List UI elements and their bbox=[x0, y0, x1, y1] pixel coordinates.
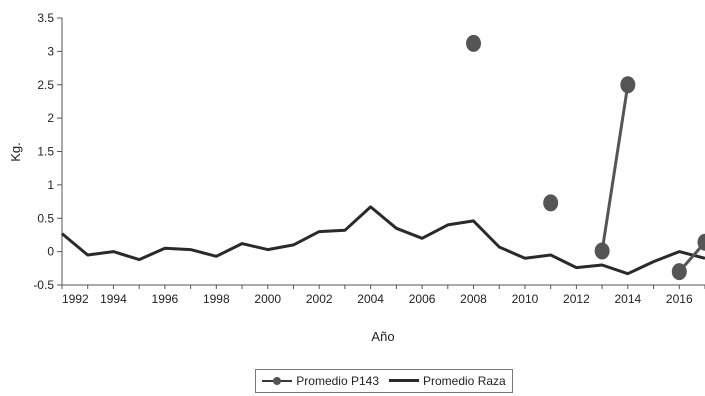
y-tick-label: 0 bbox=[47, 245, 54, 259]
legend-swatch-line bbox=[389, 376, 419, 386]
y-tick-label: 1.5 bbox=[37, 145, 54, 159]
y-tick-labels: 3.5 3 2.5 2 1.5 1 0.5 0 -0.5 bbox=[33, 11, 54, 292]
x-tick-label: 1996 bbox=[152, 292, 179, 306]
legend: Promedio P143 Promedio Raza bbox=[255, 369, 513, 393]
legend-label-p143: Promedio P143 bbox=[296, 374, 379, 388]
data-point-promedio-p143 bbox=[543, 194, 559, 212]
x-tick-label: 2002 bbox=[306, 292, 333, 306]
x-tick-label: 2012 bbox=[563, 292, 590, 306]
legend-entry-p143: Promedio P143 bbox=[262, 374, 379, 388]
data-point-promedio-p143 bbox=[620, 76, 636, 94]
x-tick-label: 2006 bbox=[409, 292, 436, 306]
y-axis-title: Kg. bbox=[8, 142, 23, 162]
legend-swatch-line-marker bbox=[262, 376, 293, 386]
x-tick-label: 1992 bbox=[62, 292, 89, 306]
series-layer bbox=[61, 34, 705, 281]
x-tick-label: 2004 bbox=[357, 292, 384, 306]
data-point-promedio-p143 bbox=[697, 233, 705, 251]
x-tick-labels: 1992 1994 1996 1998 2000 2002 2004 2006 2008 2010… bbox=[62, 292, 693, 306]
x-tick-label: 2010 bbox=[512, 292, 539, 306]
legend-entry-raza: Promedio Raza bbox=[389, 374, 506, 388]
y-tick-label: 2 bbox=[47, 111, 54, 125]
data-point-promedio-p143 bbox=[671, 263, 687, 281]
x-tick-label: 2000 bbox=[254, 292, 281, 306]
y-tick-label: 2.5 bbox=[37, 78, 54, 92]
series-line-promedio-raza bbox=[61, 205, 705, 276]
series-line-promedio-p143 bbox=[600, 84, 630, 252]
data-point-promedio-p143 bbox=[594, 242, 610, 260]
x-tick-label: 2008 bbox=[460, 292, 487, 306]
x-axis-title: Año bbox=[371, 329, 394, 344]
x-tick-label: 2016 bbox=[666, 292, 693, 306]
x-tick-label: 2014 bbox=[614, 292, 641, 306]
y-tick-label: 1 bbox=[47, 178, 54, 192]
legend-label-raza: Promedio Raza bbox=[423, 374, 506, 388]
data-point-promedio-p143 bbox=[466, 34, 482, 52]
x-tick-label: 1998 bbox=[203, 292, 230, 306]
axes bbox=[57, 17, 705, 289]
y-tick-label: 0.5 bbox=[37, 211, 54, 225]
y-tick-label: -0.5 bbox=[33, 278, 54, 292]
x-tick-label: 1994 bbox=[100, 292, 127, 306]
y-tick-label: 3.5 bbox=[37, 11, 54, 25]
y-tick-label: 3 bbox=[47, 44, 54, 58]
